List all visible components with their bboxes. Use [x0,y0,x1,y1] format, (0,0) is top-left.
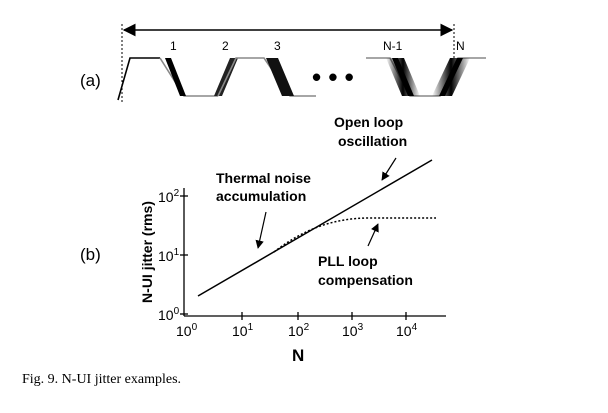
x-tick-label-0: 100 [176,322,198,339]
svg-text:104: 104 [396,322,418,339]
ellipsis-dots: • • • [312,62,354,92]
waveform-left [117,57,160,101]
y-tick-label-1: 101 [158,247,180,264]
annotation-open-loop-1: Open loop [334,114,403,130]
svg-text:100: 100 [176,322,198,339]
edge-1 [165,58,186,96]
annotation-pll-2: compensation [318,272,413,288]
x-tick-label-1: 101 [232,322,254,339]
x-tick-label-2: 102 [288,322,310,339]
edge-n-core [439,58,463,96]
svg-text:103: 103 [342,322,364,339]
annotation-pll-1: PLL loop [318,253,378,269]
x-tick-label-4: 104 [396,322,418,339]
edge-3 [266,58,294,96]
edge-2 [214,58,238,96]
open-loop-arrow [381,157,397,181]
transition-label-3: 3 [274,39,281,53]
svg-text:101: 101 [158,247,180,264]
y-tick-label-0: 100 [158,306,180,323]
x-axis-title: N [292,346,304,365]
panel-a-label: (a) [80,71,101,90]
y-axis-title: N-UI jitter (rms) [139,201,155,303]
transition-label-n: N [456,39,465,53]
pll-arrow [367,223,379,247]
transition-label-1: 1 [170,39,177,53]
pll-compensation-curve [273,217,436,253]
svg-text:102: 102 [288,322,310,339]
figure-caption: Fig. 9. N-UI jitter examples. [22,372,182,387]
thermal-arrow [255,211,267,249]
annotation-open-loop-2: oscillation [338,133,407,149]
waveform-segment-n [366,57,486,97]
waveform-segment-2 [217,57,316,97]
svg-text:101: 101 [232,322,254,339]
open-loop-line [197,159,433,297]
transition-label-n-1: N-1 [383,39,403,53]
annotation-thermal-2: accumulation [216,188,306,204]
transition-label-2: 2 [222,39,229,53]
svg-text:102: 102 [158,188,180,205]
x-tick-label-3: 103 [342,322,364,339]
edge-n-1-core [392,58,414,96]
annotation-thermal-1: Thermal noise [216,170,311,186]
svg-text:100: 100 [158,306,180,323]
y-tick-label-2: 102 [158,188,180,205]
panel-b: (b) 102 101 100 100 101 102 [80,114,446,365]
panel-b-label: (b) [80,245,101,264]
panel-a: (a) • • • 1 2 3 N-1 N [80,23,486,102]
